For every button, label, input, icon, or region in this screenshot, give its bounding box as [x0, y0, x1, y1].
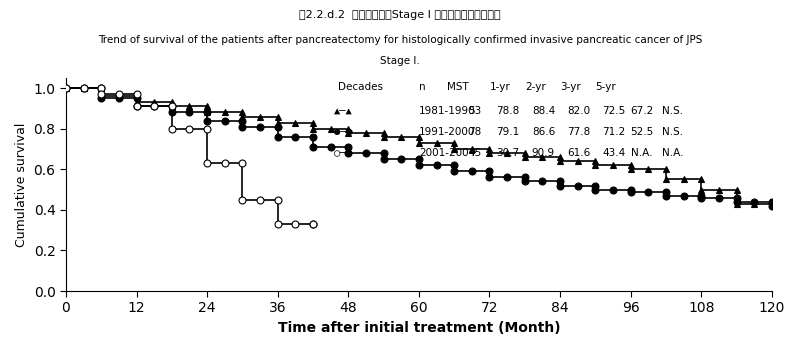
Text: 1981-1990: 1981-1990	[419, 106, 475, 116]
Text: 図2.2.d.2  通常型膵癌　Stage I 切除症例の生存率推移: 図2.2.d.2 通常型膵癌 Stage I 切除症例の生存率推移	[299, 10, 501, 21]
Text: N.S.: N.S.	[662, 106, 683, 116]
Text: 53: 53	[468, 106, 482, 116]
Text: 67.2: 67.2	[630, 106, 654, 116]
Text: 52.5: 52.5	[630, 127, 654, 137]
Text: 78: 78	[468, 127, 482, 137]
Text: 30.7: 30.7	[497, 148, 520, 158]
Text: 86.6: 86.6	[532, 127, 555, 137]
Text: Trend of survival of the patients after pancreatectomy for histologically confir: Trend of survival of the patients after …	[98, 35, 702, 45]
Text: n: n	[419, 82, 426, 92]
Text: ▲─▲: ▲─▲	[334, 106, 353, 116]
Text: 2-yr: 2-yr	[525, 82, 546, 92]
Text: 78.8: 78.8	[497, 106, 520, 116]
Text: 3-yr: 3-yr	[560, 82, 581, 92]
Text: 72.5: 72.5	[602, 106, 626, 116]
Text: 82.0: 82.0	[567, 106, 590, 116]
Text: 61.6: 61.6	[567, 148, 590, 158]
Text: 1-yr: 1-yr	[490, 82, 510, 92]
Text: N.A.: N.A.	[630, 148, 652, 158]
Text: 43.4: 43.4	[602, 148, 626, 158]
Text: ○─○: ○─○	[334, 148, 353, 158]
Text: Stage I.: Stage I.	[380, 56, 420, 66]
Text: 79.1: 79.1	[497, 127, 520, 137]
Text: 5-yr: 5-yr	[595, 82, 616, 92]
Text: 1991-2000: 1991-2000	[419, 127, 475, 137]
Text: ●─●: ●─●	[334, 127, 353, 137]
Y-axis label: Cumulative survival: Cumulative survival	[15, 122, 28, 247]
Text: 77.8: 77.8	[567, 127, 590, 137]
Text: 88.4: 88.4	[532, 106, 555, 116]
Text: MST: MST	[447, 82, 469, 92]
Text: 2001-2004: 2001-2004	[419, 148, 475, 158]
Text: N.A.: N.A.	[662, 148, 684, 158]
Text: Decades: Decades	[338, 82, 382, 92]
Text: 71.2: 71.2	[602, 127, 626, 137]
Text: N.S.: N.S.	[662, 127, 683, 137]
Text: 45: 45	[468, 148, 482, 158]
X-axis label: Time after initial treatment (Month): Time after initial treatment (Month)	[278, 321, 560, 335]
Text: 90.9: 90.9	[532, 148, 555, 158]
